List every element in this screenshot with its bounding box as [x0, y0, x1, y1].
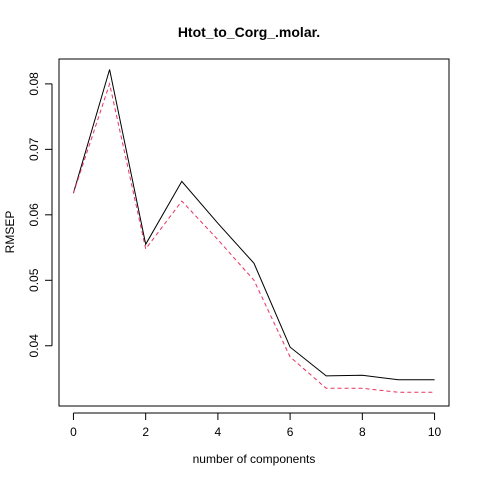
y-tick-label: 0.07 — [27, 137, 41, 161]
x-tick-label: 0 — [70, 425, 77, 439]
x-tick-label: 8 — [359, 425, 366, 439]
x-tick-label: 2 — [142, 425, 149, 439]
chart-title: Htot_to_Corg_.molar. — [178, 24, 320, 40]
y-axis: 0.04 0.05 0.06 0.07 0.08 — [27, 72, 53, 358]
plot-frame — [58, 58, 450, 407]
y-tick-label: 0.06 — [27, 203, 41, 227]
y-tick-label: 0.05 — [27, 268, 41, 292]
y-axis-title: RMSEP — [3, 211, 17, 254]
y-tick-label: 0.08 — [27, 72, 41, 96]
series-line-2 — [72, 82, 435, 393]
x-axis-title: number of components — [193, 452, 316, 466]
x-tick-label: 10 — [428, 425, 442, 439]
series-line-1 — [72, 69, 435, 381]
series-layer — [72, 69, 435, 393]
x-axis: 0 2 4 6 8 10 — [70, 412, 442, 439]
x-tick-label: 4 — [215, 425, 222, 439]
x-tick-label: 6 — [287, 425, 294, 439]
y-tick-label: 0.04 — [27, 334, 41, 358]
